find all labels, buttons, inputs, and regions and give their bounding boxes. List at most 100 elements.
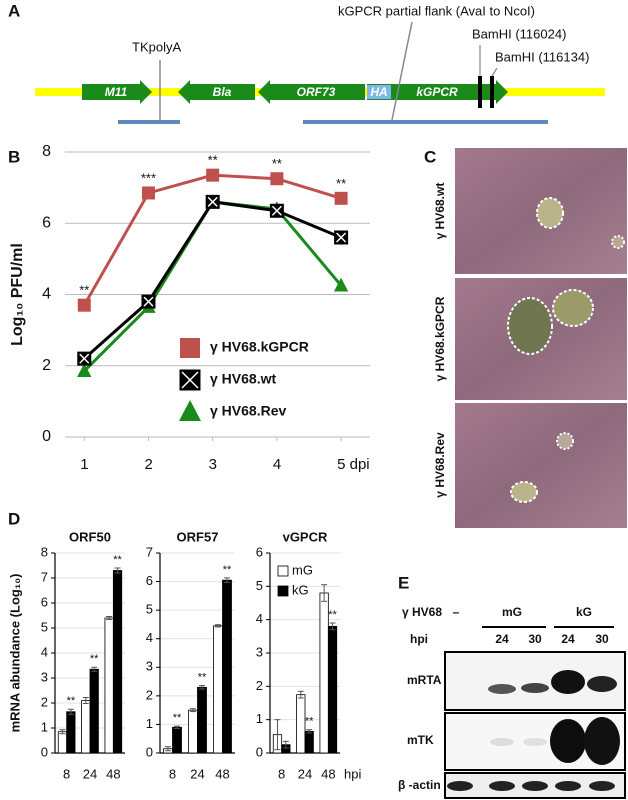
- y-tick-label: 6: [256, 544, 263, 559]
- marker: [77, 351, 92, 366]
- error-bar: [59, 729, 66, 735]
- legend-swatch: [277, 585, 289, 597]
- error-bar: [297, 690, 304, 699]
- error-bar: [274, 719, 281, 751]
- error-bar: [224, 577, 230, 583]
- pointer: [491, 67, 498, 77]
- blot-band: [490, 738, 514, 746]
- chart-title: vGPCR: [283, 529, 328, 544]
- y-tick-label: 0: [41, 744, 48, 759]
- panel-label: A: [8, 1, 20, 20]
- bar: [222, 579, 232, 754]
- bar: [213, 625, 223, 754]
- micrograph-label: γ HV68.kGPCR: [433, 296, 447, 381]
- micrograph-label: γ HV68.Rev: [433, 432, 447, 498]
- significance: **: [113, 554, 122, 566]
- significance: **: [272, 156, 282, 171]
- bar: [319, 592, 329, 754]
- legend-label: γ HV68.wt: [210, 371, 276, 387]
- micrograph-label: γ HV68.wt: [433, 183, 447, 240]
- error-bar: [82, 697, 89, 704]
- marker-cross: [207, 196, 218, 207]
- y-tick-label: 5: [146, 602, 153, 617]
- chart-title: ORF57: [177, 529, 219, 544]
- error-bar: [114, 567, 121, 574]
- error-bar: [67, 708, 74, 715]
- blot-band: [584, 717, 620, 765]
- y-tick-label: 3: [41, 669, 48, 684]
- chart-title: ORF50: [69, 529, 111, 544]
- y-axis-label: mRNA abundance (Log₁₀): [7, 574, 22, 733]
- blot-hpi: hpi: [410, 632, 428, 646]
- error-bar: [329, 622, 336, 631]
- gene-arrow: [258, 80, 365, 104]
- error-bar: [215, 624, 221, 628]
- micrograph: [455, 403, 627, 528]
- x-tick-label: 24: [83, 766, 97, 781]
- error-bar: [174, 725, 180, 729]
- y-tick-label: 2: [41, 694, 48, 709]
- gene-label: ORF73: [297, 85, 336, 99]
- x-tick-label: 48: [215, 766, 229, 781]
- blot-row-label: β -actin: [398, 778, 441, 792]
- gene-label: M11: [105, 85, 128, 99]
- site-bar: [478, 76, 482, 108]
- gene-arrow: [367, 80, 508, 104]
- marker: [333, 277, 349, 292]
- y-tick-label: 4: [256, 611, 263, 626]
- gene-arrow: [178, 80, 255, 104]
- annotation: BamHI (116024): [472, 26, 566, 41]
- error-bar: [190, 708, 196, 713]
- x-tick-label: 8: [278, 766, 285, 781]
- x-tick-label: 48: [321, 766, 335, 781]
- significance: **: [67, 695, 76, 707]
- bar: [66, 711, 76, 754]
- blot-band: [523, 738, 547, 746]
- x-tick-label: 1: [80, 456, 88, 473]
- blot-band: [488, 684, 516, 694]
- marker: [334, 191, 348, 205]
- x-tick-label: 8: [169, 766, 176, 781]
- legend-label: kG: [292, 582, 309, 597]
- blot-band: [521, 683, 549, 693]
- y-tick-label: 2: [146, 687, 153, 702]
- y-tick-label: 6: [146, 573, 153, 588]
- panel-label: B: [8, 147, 20, 166]
- plaque: [556, 432, 574, 450]
- x-axis-label: hpi: [344, 766, 361, 781]
- y-tick-label: 8: [42, 143, 51, 160]
- bar: [304, 730, 314, 754]
- marker: [179, 400, 201, 421]
- plaque: [536, 197, 564, 229]
- x-tick-label: 3: [209, 456, 217, 473]
- plaque: [552, 289, 594, 327]
- error-bar: [282, 740, 289, 749]
- y-tick-label: 5: [256, 578, 263, 593]
- plaque: [507, 297, 553, 355]
- blot-band: [489, 781, 515, 791]
- bar: [172, 726, 182, 754]
- bar: [327, 625, 338, 754]
- bar: [57, 731, 68, 754]
- legend-label: γ HV68.kGPCR: [210, 339, 309, 355]
- error-bar: [321, 584, 328, 602]
- significance: **: [223, 564, 232, 576]
- marker: [179, 369, 201, 391]
- x-tick-label: 2: [144, 456, 152, 473]
- significance: **: [198, 671, 207, 683]
- y-tick-label: 7: [41, 569, 48, 584]
- y-tick-label: 3: [256, 644, 263, 659]
- y-tick-label: 1: [146, 716, 153, 731]
- bar: [89, 668, 99, 754]
- gene-arrow: [82, 80, 152, 104]
- blot-time: 30: [528, 632, 542, 646]
- blot-mock: –: [453, 605, 460, 619]
- x-tick-label: 4: [273, 456, 281, 473]
- bar: [197, 686, 207, 754]
- ha-tag: [367, 85, 391, 99]
- blot-row-label: mTK: [407, 733, 434, 747]
- blot-time: 24: [561, 632, 575, 646]
- marker-cross: [143, 296, 154, 307]
- y-axis-label: Log₁₀ PFU/ml: [9, 243, 26, 346]
